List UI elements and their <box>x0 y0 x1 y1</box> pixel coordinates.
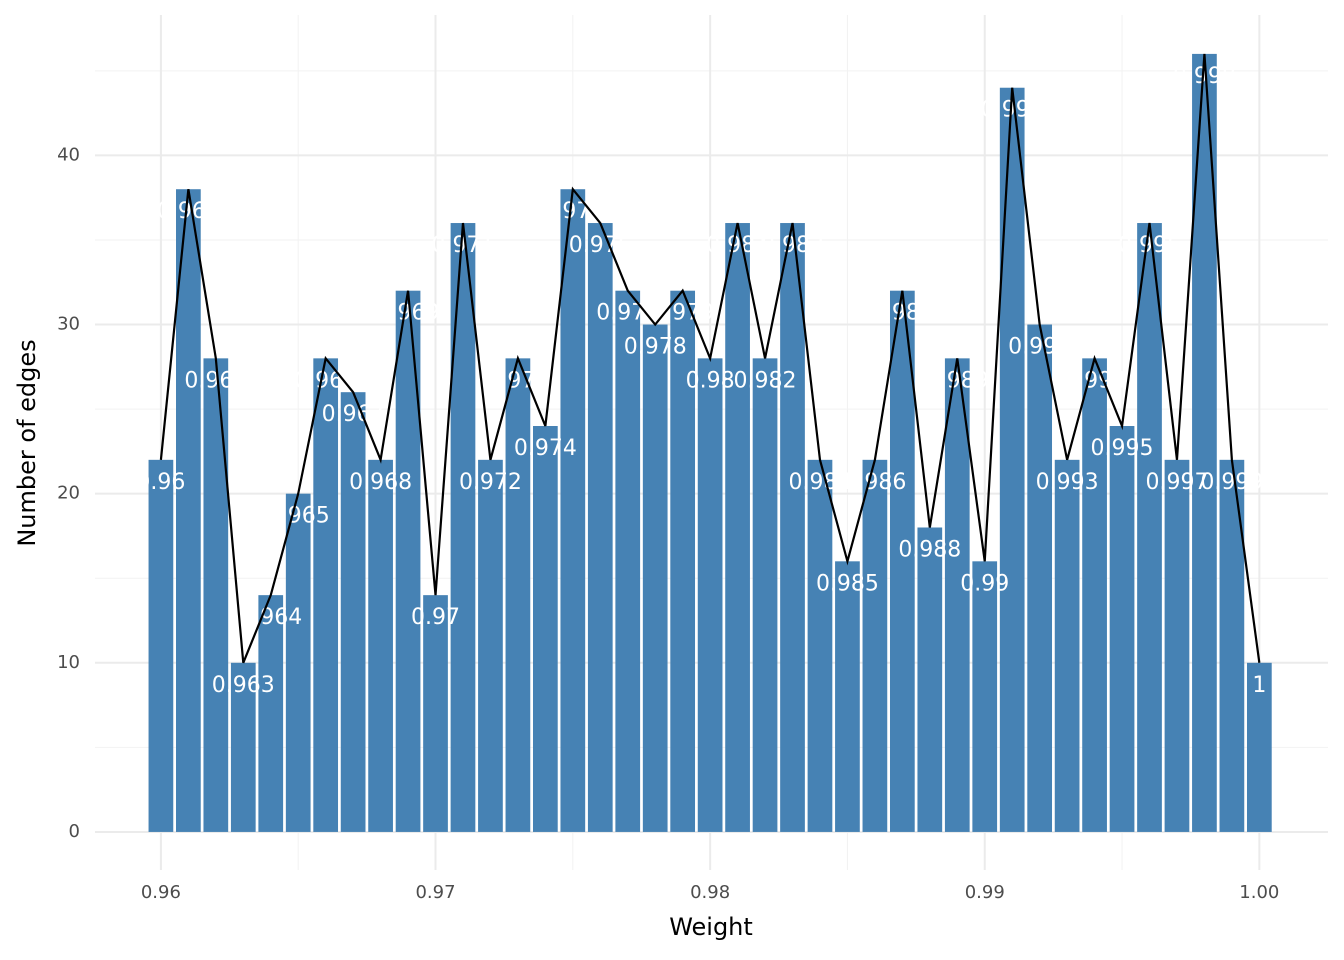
y-tick-label: 30 <box>57 314 80 335</box>
bar-label: 0.997 <box>1145 470 1208 495</box>
bar <box>203 358 229 832</box>
bar <box>560 189 586 832</box>
bar <box>670 290 696 832</box>
bar-label: 0.977 <box>596 301 659 326</box>
bar <box>835 561 860 832</box>
y-axis-title: Number of edges <box>13 339 41 546</box>
bar-label: 0.975 <box>541 199 604 224</box>
bar <box>780 223 805 832</box>
bar-label: 0.989 <box>926 368 989 393</box>
bar <box>340 392 366 832</box>
x-tick-label: 1.00 <box>1239 882 1279 903</box>
bar <box>1027 324 1053 832</box>
trend-line <box>159 53 1261 664</box>
bar-label: 0.968 <box>349 470 412 495</box>
bar <box>1054 459 1080 832</box>
bar <box>642 324 668 832</box>
bar-label: 0.976 <box>569 233 632 258</box>
x-tick-label: 0.97 <box>415 882 455 903</box>
x-axis-title: Weight <box>669 913 753 941</box>
bar-label: 0.992 <box>1008 335 1071 360</box>
bar <box>1109 426 1135 832</box>
bar <box>285 493 311 832</box>
x-tick-label: 0.99 <box>965 882 1005 903</box>
bar-label: 0.987 <box>871 301 934 326</box>
bar <box>450 223 476 832</box>
bar-label: 0.96 <box>136 470 185 495</box>
bar-label: 0.969 <box>377 301 440 326</box>
bar <box>917 527 943 832</box>
bar-label: 0.98 <box>686 368 735 393</box>
bar-label: 0.97 <box>411 605 460 630</box>
bar <box>999 87 1025 832</box>
bar <box>1164 459 1190 832</box>
bar-label: 0.967 <box>322 402 385 427</box>
bar-label: 0.996 <box>1118 233 1181 258</box>
bar <box>725 223 750 832</box>
bar-label: 0.979 <box>651 301 714 326</box>
bar-label: 0.961 <box>157 199 220 224</box>
bar <box>587 223 613 832</box>
bar-label: 0.984 <box>788 470 851 495</box>
bar <box>176 189 201 832</box>
bar-label: 0.962 <box>184 368 247 393</box>
bar <box>807 459 833 832</box>
bar-label: 0.985 <box>816 571 879 596</box>
y-tick-label: 40 <box>57 144 80 165</box>
bar-label: 0.994 <box>1063 368 1126 393</box>
bar-label: 0.964 <box>239 605 302 630</box>
bar-label: 0.973 <box>486 368 549 393</box>
bar-label: 0.986 <box>843 470 906 495</box>
bar-label: 0.983 <box>761 233 824 258</box>
bar-label: 0.966 <box>294 368 357 393</box>
bar-label: 0.978 <box>624 335 687 360</box>
bar-label: 0.972 <box>459 470 522 495</box>
bar <box>148 459 174 832</box>
y-tick-label: 10 <box>57 652 80 673</box>
bar-label: 0.988 <box>898 537 961 562</box>
bar <box>230 662 256 832</box>
bar <box>505 358 531 832</box>
bar <box>533 426 558 832</box>
bar <box>944 358 970 832</box>
bar-label: 0.982 <box>734 368 797 393</box>
bar <box>972 561 998 832</box>
bar <box>258 595 284 832</box>
bar-label: 0.981 <box>706 233 769 258</box>
bar-label: 0.995 <box>1091 436 1154 461</box>
bar <box>615 290 641 832</box>
bar <box>1246 662 1272 832</box>
bar-label: 0.99 <box>960 571 1009 596</box>
x-tick-label: 0.96 <box>141 882 181 903</box>
bar-label: 1 <box>1252 673 1266 698</box>
bar-label: 0.974 <box>514 436 577 461</box>
bar <box>889 290 915 832</box>
bar <box>697 358 723 832</box>
bar-label: 0.965 <box>267 504 330 529</box>
bar <box>1137 223 1162 832</box>
bar <box>395 290 421 832</box>
x-tick-label: 0.98 <box>690 882 730 903</box>
bar <box>862 459 888 832</box>
y-tick-label: 20 <box>57 483 80 504</box>
bar <box>478 459 503 832</box>
y-tick-label: 0 <box>69 821 80 842</box>
bar-label: 0.993 <box>1036 470 1099 495</box>
bar <box>423 595 448 832</box>
bar <box>368 459 393 832</box>
bar-label: 0.999 <box>1200 470 1263 495</box>
bar <box>1082 358 1107 832</box>
bar-label: 0.963 <box>212 673 275 698</box>
bar <box>313 358 339 832</box>
bar <box>752 358 778 832</box>
